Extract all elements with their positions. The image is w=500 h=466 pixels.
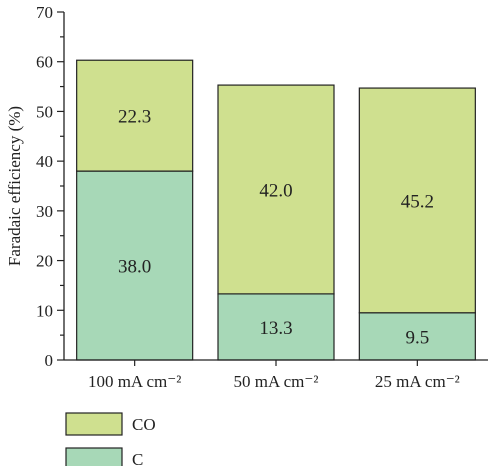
y-tick-label-50: 50 (36, 102, 53, 121)
y-tick-label-30: 30 (36, 202, 53, 221)
data-label-c-3: 9.5 (405, 327, 429, 348)
legend-swatch-c (65, 447, 123, 466)
bar-c-3 (358, 312, 476, 361)
bar-c-1 (76, 170, 194, 361)
data-label-co-1: 22.3 (118, 107, 151, 128)
y-tick-label-20: 20 (36, 252, 53, 271)
y-tick-label-0: 0 (45, 351, 54, 370)
y-tick-label-60: 60 (36, 53, 53, 72)
legend-label-c: C (132, 450, 143, 466)
x-tick-label-3: 25 mA cm⁻² (375, 372, 460, 391)
y-tick-label-40: 40 (36, 152, 53, 171)
data-label-c-1: 38.0 (118, 257, 151, 278)
y-axis-label: Faradaic efficiency (%) (5, 106, 24, 266)
bar-co-3 (358, 87, 476, 314)
legend: CO C (65, 412, 156, 466)
x-tick-label-1: 100 mA cm⁻² (88, 372, 181, 391)
plot-area: 38.0 22.3 100 mA cm⁻² 13.3 42.0 50 mA cm⁻² 9.5… (36, 3, 488, 391)
data-label-co-2: 42.0 (259, 180, 292, 201)
bar-co-2 (217, 84, 335, 295)
y-tick-label-10: 10 (36, 301, 53, 320)
data-label-co-3: 45.2 (401, 191, 434, 212)
x-tick-label-2: 50 mA cm⁻² (234, 372, 319, 391)
legend-label-co: CO (132, 415, 156, 434)
legend-swatch-co (65, 412, 123, 436)
y-tick-label-70: 70 (36, 3, 53, 22)
data-label-c-2: 13.3 (259, 318, 292, 339)
bar-co-1 (76, 59, 194, 172)
